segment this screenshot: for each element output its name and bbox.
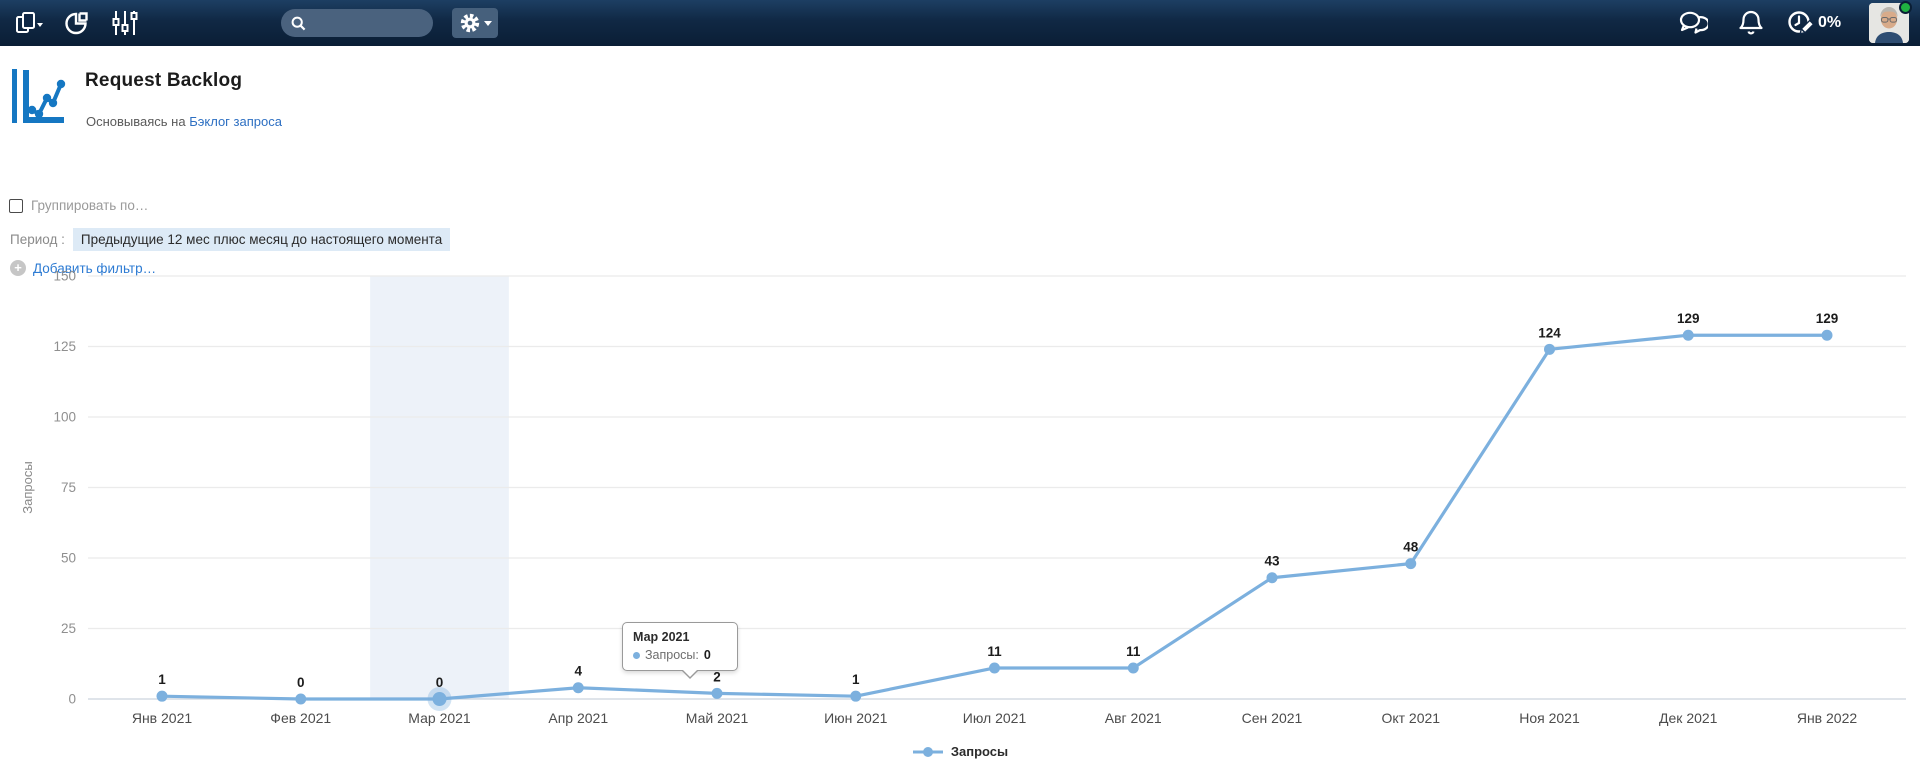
- page-subtitle: Основываясь на Бэклог запроса: [86, 114, 282, 129]
- y-tick-label: 50: [61, 551, 76, 566]
- data-point[interactable]: [850, 690, 862, 702]
- settings-button[interactable]: [452, 8, 498, 38]
- line-chart: 0 25 50 75 100 125 150 Запросы 1 Янв 2021 0 Фев 202…: [0, 250, 1920, 773]
- group-by-checkbox[interactable]: [9, 198, 23, 213]
- x-tick-label: Май 2021: [686, 710, 749, 726]
- data-label: 2: [713, 669, 721, 684]
- x-tick-label: Ноя 2021: [1519, 710, 1580, 726]
- y-tick-label: 100: [53, 410, 76, 425]
- data-label: 11: [1126, 644, 1141, 659]
- feedback-chat-icon[interactable]: [1678, 8, 1708, 38]
- chevron-down-icon: [483, 20, 492, 26]
- subtitle-prefix: Основываясь на: [86, 114, 190, 129]
- data-label: 1: [158, 672, 166, 687]
- y-tick-label: 125: [53, 339, 76, 354]
- usage-gauge-icon: [1786, 8, 1816, 38]
- data-label: 129: [1816, 311, 1839, 326]
- y-tick-label: 25: [61, 621, 76, 636]
- add-filter-label: Добавить фильтр…: [33, 260, 157, 276]
- usage-indicator[interactable]: 0%: [1786, 8, 1841, 38]
- data-point[interactable]: [156, 690, 168, 702]
- data-label: 0: [436, 675, 444, 690]
- x-tick-label: Окт 2021: [1381, 710, 1440, 726]
- data-label: 48: [1403, 540, 1419, 555]
- x-tick-label: Сен 2021: [1242, 710, 1303, 726]
- y-tick-label: 0: [68, 692, 76, 707]
- workspace-switcher-icon[interactable]: [14, 8, 44, 38]
- data-point[interactable]: [572, 682, 584, 694]
- data-point[interactable]: [432, 692, 447, 706]
- x-tick-label: Янв 2022: [1797, 710, 1858, 726]
- base-report-link[interactable]: Бэклог запроса: [189, 114, 282, 129]
- y-tick-label: 75: [61, 480, 76, 495]
- data-label: 11: [987, 644, 1002, 659]
- tooltip-month: Мар 2021: [633, 630, 690, 644]
- legend-label: Запросы: [950, 744, 1009, 759]
- x-tick-label: Дек 2021: [1659, 710, 1718, 726]
- data-label: 129: [1677, 311, 1700, 326]
- data-point[interactable]: [1682, 329, 1694, 341]
- x-tick-label: Янв 2021: [132, 710, 193, 726]
- data-point[interactable]: [1266, 572, 1278, 584]
- gear-icon: [459, 12, 481, 34]
- online-status-dot: [1899, 1, 1912, 14]
- chart-tooltip: Мар 2021 Запросы: 0: [622, 622, 738, 679]
- y-tick-label: 150: [53, 269, 76, 284]
- data-point[interactable]: [1405, 558, 1417, 570]
- x-tick-label: Июн 2021: [824, 710, 888, 726]
- add-filter-row[interactable]: + Добавить фильтр…: [10, 260, 156, 276]
- data-label: 124: [1538, 325, 1561, 340]
- data-point[interactable]: [1127, 662, 1139, 674]
- period-value-chip[interactable]: Предыдущие 12 мес плюс месяц до настояще…: [72, 228, 451, 251]
- data-point[interactable]: [711, 687, 723, 699]
- data-label: 1: [852, 672, 860, 687]
- data-point[interactable]: [295, 693, 307, 705]
- tooltip-series-label: Запросы:: [645, 648, 699, 662]
- legend-marker-icon: [912, 746, 943, 757]
- x-tick-label: Апр 2021: [548, 710, 608, 726]
- period-row: Период : Предыдущие 12 мес плюс месяц до…: [10, 228, 451, 251]
- search-input[interactable]: [312, 15, 422, 31]
- data-label: 43: [1264, 554, 1280, 569]
- x-tick-label: Фев 2021: [270, 710, 331, 726]
- search-icon: [291, 16, 306, 31]
- x-tick-label: Авг 2021: [1105, 710, 1162, 726]
- search-box[interactable]: [281, 9, 433, 37]
- group-by-row: Группировать по…: [9, 198, 148, 213]
- data-point[interactable]: [1544, 343, 1555, 355]
- data-point[interactable]: [1821, 329, 1833, 341]
- x-tick-label: Июл 2021: [963, 710, 1027, 726]
- filters-sliders-icon[interactable]: [110, 8, 140, 38]
- top-navigation-bar: 0%: [0, 0, 1920, 46]
- page-title: Request Backlog: [85, 70, 243, 91]
- data-label: 4: [574, 664, 582, 679]
- data-point[interactable]: [989, 662, 1000, 674]
- notifications-bell-icon[interactable]: [1736, 8, 1766, 38]
- x-tick-label: Мар 2021: [408, 710, 471, 726]
- plus-icon: +: [10, 260, 26, 276]
- pie-chart-icon[interactable]: [62, 8, 92, 38]
- y-axis-title: Запросы: [20, 461, 35, 513]
- tooltip-series-dot: [633, 651, 640, 659]
- usage-percent-label: 0%: [1818, 14, 1842, 31]
- group-by-label: Группировать по…: [31, 198, 149, 213]
- line-chart-icon: [10, 62, 66, 135]
- chart-legend[interactable]: Запросы: [0, 744, 1920, 759]
- tooltip-value: 0: [703, 648, 711, 662]
- data-label: 0: [297, 675, 305, 690]
- period-label: Период :: [10, 232, 65, 247]
